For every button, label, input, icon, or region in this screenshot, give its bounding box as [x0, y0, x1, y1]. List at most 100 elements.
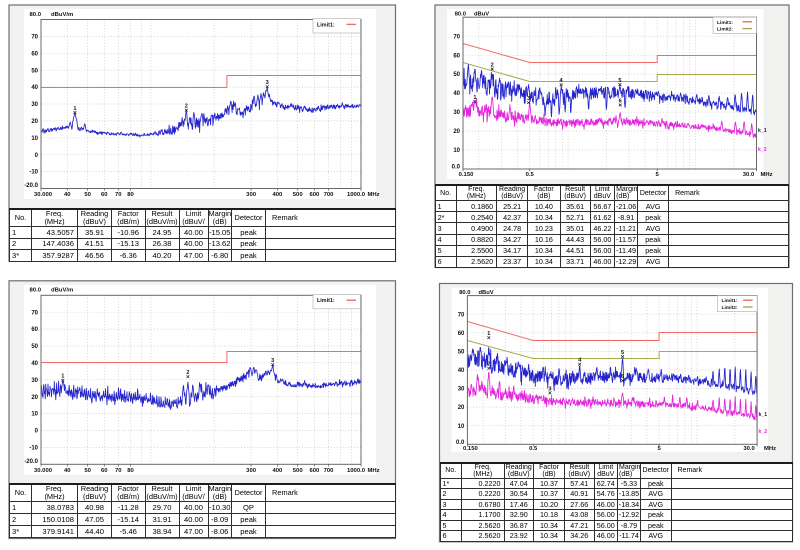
- svg-text:50: 50: [31, 344, 38, 350]
- svg-text:0.5: 0.5: [529, 446, 538, 452]
- svg-text:k_2: k_2: [758, 147, 767, 153]
- svg-text:500: 500: [293, 468, 304, 474]
- svg-text:-20.0: -20.0: [24, 459, 38, 465]
- svg-text:-10: -10: [29, 446, 38, 452]
- svg-text:5: 5: [656, 172, 660, 178]
- svg-text:k_1: k_1: [759, 412, 768, 418]
- svg-text:70: 70: [458, 312, 465, 318]
- svg-text:20: 20: [31, 119, 38, 125]
- svg-text:0.150: 0.150: [459, 172, 474, 178]
- svg-text:60: 60: [31, 327, 38, 333]
- svg-text:dBuV/m: dBuV/m: [51, 288, 73, 294]
- svg-text:50: 50: [453, 72, 460, 78]
- svg-text:40: 40: [453, 91, 460, 97]
- svg-text:40: 40: [64, 192, 71, 198]
- svg-text:2: 2: [487, 362, 490, 368]
- svg-text:dBuV: dBuV: [474, 12, 489, 18]
- svg-text:30.0: 30.0: [743, 446, 755, 452]
- svg-text:600: 600: [309, 192, 320, 198]
- svg-text:50: 50: [84, 468, 91, 474]
- svg-text:60: 60: [101, 468, 108, 474]
- svg-text:Limit1:: Limit1:: [722, 298, 738, 304]
- svg-text:MHz: MHz: [761, 172, 773, 178]
- svg-text:dBuV/m: dBuV/m: [51, 12, 73, 18]
- svg-text:k_1: k_1: [758, 128, 767, 134]
- svg-text:0.150: 0.150: [463, 446, 478, 452]
- svg-text:20: 20: [31, 395, 38, 401]
- svg-text:3: 3: [527, 96, 530, 102]
- svg-text:1: 1: [61, 374, 64, 380]
- svg-text:dBuV: dBuV: [479, 290, 494, 296]
- svg-text:2: 2: [491, 62, 494, 68]
- svg-text:MHz: MHz: [368, 192, 380, 198]
- svg-text:3: 3: [271, 358, 274, 364]
- svg-text:30.000: 30.000: [34, 192, 53, 198]
- svg-text:70: 70: [115, 468, 122, 474]
- svg-text:k_2: k_2: [759, 429, 768, 435]
- svg-text:80.0: 80.0: [459, 290, 470, 296]
- svg-text:40: 40: [64, 468, 71, 474]
- svg-text:40: 40: [458, 368, 465, 374]
- svg-text:300: 300: [246, 192, 257, 198]
- svg-text:Limit2:: Limit2:: [722, 305, 738, 311]
- svg-text:MHz: MHz: [764, 446, 776, 452]
- svg-text:80.0: 80.0: [455, 12, 466, 18]
- svg-text:10: 10: [31, 412, 38, 418]
- svg-text:Limit2:: Limit2:: [717, 27, 733, 33]
- svg-text:4: 4: [578, 358, 582, 364]
- svg-text:Limit1:: Limit1:: [717, 20, 733, 26]
- svg-text:80.0: 80.0: [30, 12, 42, 18]
- svg-text:10: 10: [31, 136, 38, 142]
- svg-text:50: 50: [84, 192, 91, 198]
- svg-text:2: 2: [185, 104, 188, 110]
- svg-text:30: 30: [31, 102, 38, 108]
- svg-text:30: 30: [453, 110, 460, 116]
- svg-text:50: 50: [31, 68, 38, 74]
- svg-text:400: 400: [272, 192, 283, 198]
- svg-text:700: 700: [324, 192, 335, 198]
- svg-text:10: 10: [453, 148, 460, 154]
- svg-text:6: 6: [619, 98, 622, 104]
- svg-text:30.000: 30.000: [34, 468, 53, 474]
- svg-text:6: 6: [621, 374, 624, 380]
- svg-text:70: 70: [453, 34, 460, 40]
- svg-text:20: 20: [458, 405, 465, 411]
- svg-text:400: 400: [272, 468, 283, 474]
- svg-text:0: 0: [35, 153, 39, 159]
- svg-text:1: 1: [73, 106, 76, 112]
- svg-text:0.0: 0.0: [452, 165, 461, 171]
- svg-text:500: 500: [293, 192, 304, 198]
- svg-text:1000.0: 1000.0: [347, 468, 366, 474]
- svg-text:60: 60: [31, 51, 38, 57]
- svg-text:-20.0: -20.0: [24, 183, 38, 189]
- svg-text:1: 1: [487, 331, 490, 337]
- svg-text:60: 60: [453, 53, 460, 59]
- svg-text:3: 3: [548, 386, 551, 392]
- svg-text:60: 60: [458, 331, 465, 337]
- svg-text:60: 60: [101, 192, 108, 198]
- svg-text:1: 1: [473, 95, 476, 101]
- svg-text:30: 30: [458, 387, 465, 393]
- svg-text:80: 80: [127, 192, 134, 198]
- svg-text:70: 70: [31, 310, 38, 316]
- svg-text:40: 40: [31, 361, 38, 367]
- svg-text:1000.0: 1000.0: [347, 192, 366, 198]
- svg-text:80: 80: [127, 468, 134, 474]
- svg-text:10: 10: [458, 424, 465, 430]
- svg-text:5: 5: [621, 350, 624, 356]
- svg-text:70: 70: [115, 192, 122, 198]
- svg-text:4: 4: [560, 78, 564, 84]
- svg-text:0: 0: [35, 429, 39, 435]
- svg-text:Limit1:: Limit1:: [317, 298, 335, 304]
- svg-text:30.0: 30.0: [743, 172, 755, 178]
- svg-text:MHz: MHz: [368, 468, 380, 474]
- svg-text:30: 30: [31, 378, 38, 384]
- svg-text:80.0: 80.0: [30, 288, 42, 294]
- svg-text:20: 20: [453, 129, 460, 135]
- svg-text:0.5: 0.5: [526, 172, 535, 178]
- svg-text:40: 40: [31, 85, 38, 91]
- svg-text:2: 2: [186, 370, 189, 376]
- svg-text:-10: -10: [29, 170, 38, 176]
- svg-text:Limit1:: Limit1:: [317, 22, 335, 28]
- svg-text:3: 3: [266, 80, 269, 86]
